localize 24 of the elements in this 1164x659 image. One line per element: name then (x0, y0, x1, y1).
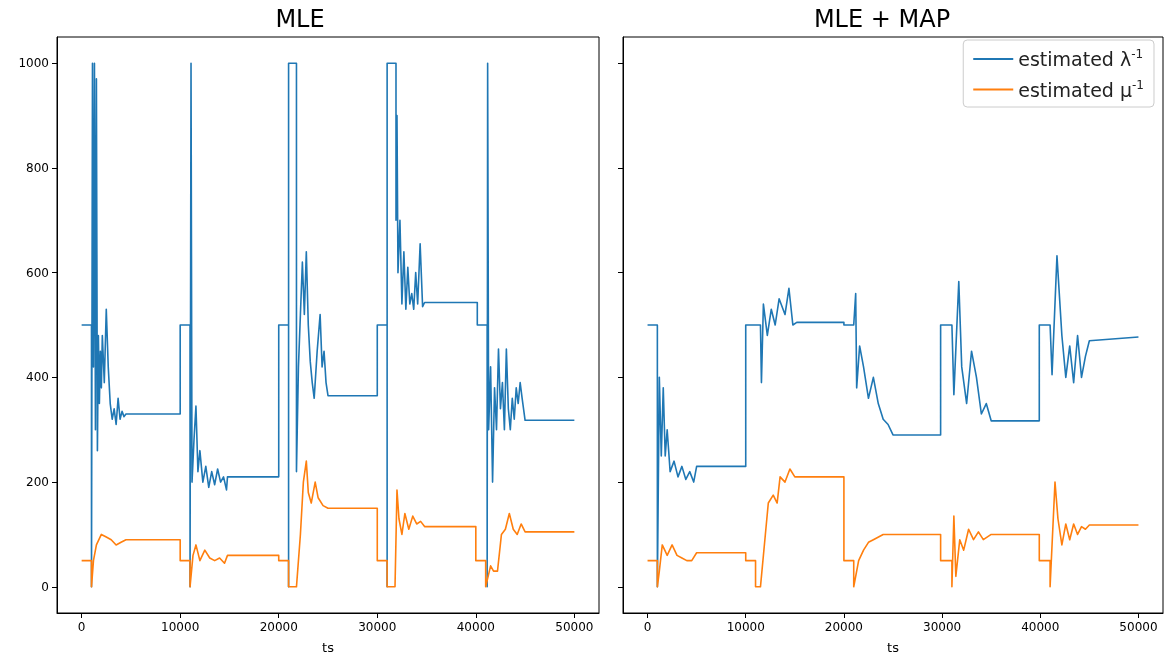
line-series (80, 62, 576, 588)
x-tick-label: 20000 (259, 620, 298, 634)
line-series (80, 460, 576, 588)
y-tick-label: 0 (41, 579, 49, 594)
chart-title: MLE + MAP (813, 5, 951, 33)
y-tick-label: 200 (26, 475, 49, 490)
x-tick-label: 10000 (161, 620, 200, 634)
x-axis-title: ts (887, 640, 900, 655)
x-axis-title: ts (322, 640, 335, 655)
x-tick-label: 0 (643, 620, 652, 634)
x-tick-label: 0 (77, 620, 86, 634)
x-tick-label: 30000 (358, 620, 397, 634)
x-tick-label: 20000 (824, 620, 863, 634)
x-tick-label: 40000 (456, 620, 495, 634)
y-tick-label: 600 (26, 265, 49, 280)
y-tick-label: 400 (26, 370, 49, 385)
y-tick-label: 800 (26, 160, 49, 175)
chart-title: MLE (275, 5, 325, 33)
x-tick-label: 50000 (555, 620, 594, 634)
x-tick-label: 40000 (1021, 620, 1060, 634)
x-tick-label: 50000 (1119, 620, 1158, 634)
y-tick-label: 1000 (18, 56, 49, 71)
x-tick-label: 10000 (726, 620, 765, 634)
x-tick-label: 30000 (923, 620, 962, 634)
